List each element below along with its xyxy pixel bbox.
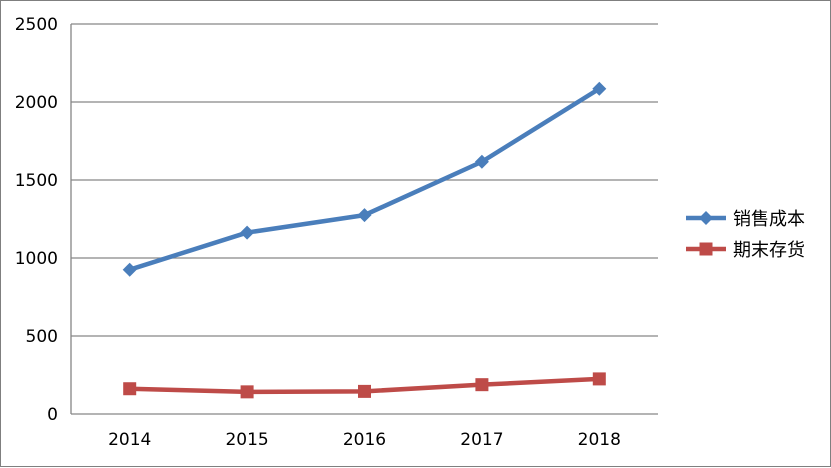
x-tick-label: 2014 [108, 430, 151, 450]
y-tick-label: 2000 [15, 93, 58, 113]
data-point [357, 208, 372, 223]
y-tick-label: 1500 [15, 171, 58, 191]
data-point [122, 262, 137, 277]
x-tick-label: 2018 [578, 430, 621, 450]
series-layer [122, 81, 607, 399]
axes [70, 24, 658, 415]
y-tick-label: 1000 [15, 249, 58, 269]
x-axis-tick-labels: 2014 2015 2016 2017 2018 [108, 430, 621, 450]
x-tick-label: 2017 [460, 430, 503, 450]
legend-label: 期末存货 [733, 240, 805, 261]
legend-item-1: 销售成本 [686, 209, 805, 230]
data-point [240, 385, 254, 399]
x-tick-label: 2016 [343, 430, 386, 450]
legend-marker [699, 211, 713, 225]
data-point [240, 225, 255, 240]
legend-marker [699, 242, 713, 256]
data-point [592, 81, 607, 96]
y-tick-label: 0 [47, 405, 58, 425]
series-1 [122, 81, 607, 277]
y-tick-label: 500 [26, 327, 58, 347]
gridlines [71, 23, 658, 337]
data-point [358, 384, 371, 398]
data-point [123, 382, 137, 396]
series-line [127, 86, 602, 272]
legend-label: 销售成本 [733, 209, 805, 230]
data-point [474, 154, 489, 169]
data-point [592, 372, 606, 386]
data-point [475, 378, 489, 392]
x-tick-label: 2015 [225, 430, 268, 450]
legend-item-2: 期末存货 [686, 240, 805, 261]
y-tick-label: 2500 [15, 15, 58, 35]
series-2 [123, 372, 606, 399]
y-axis-tick-labels: 0 500 1000 1500 2000 2500 [15, 15, 58, 425]
